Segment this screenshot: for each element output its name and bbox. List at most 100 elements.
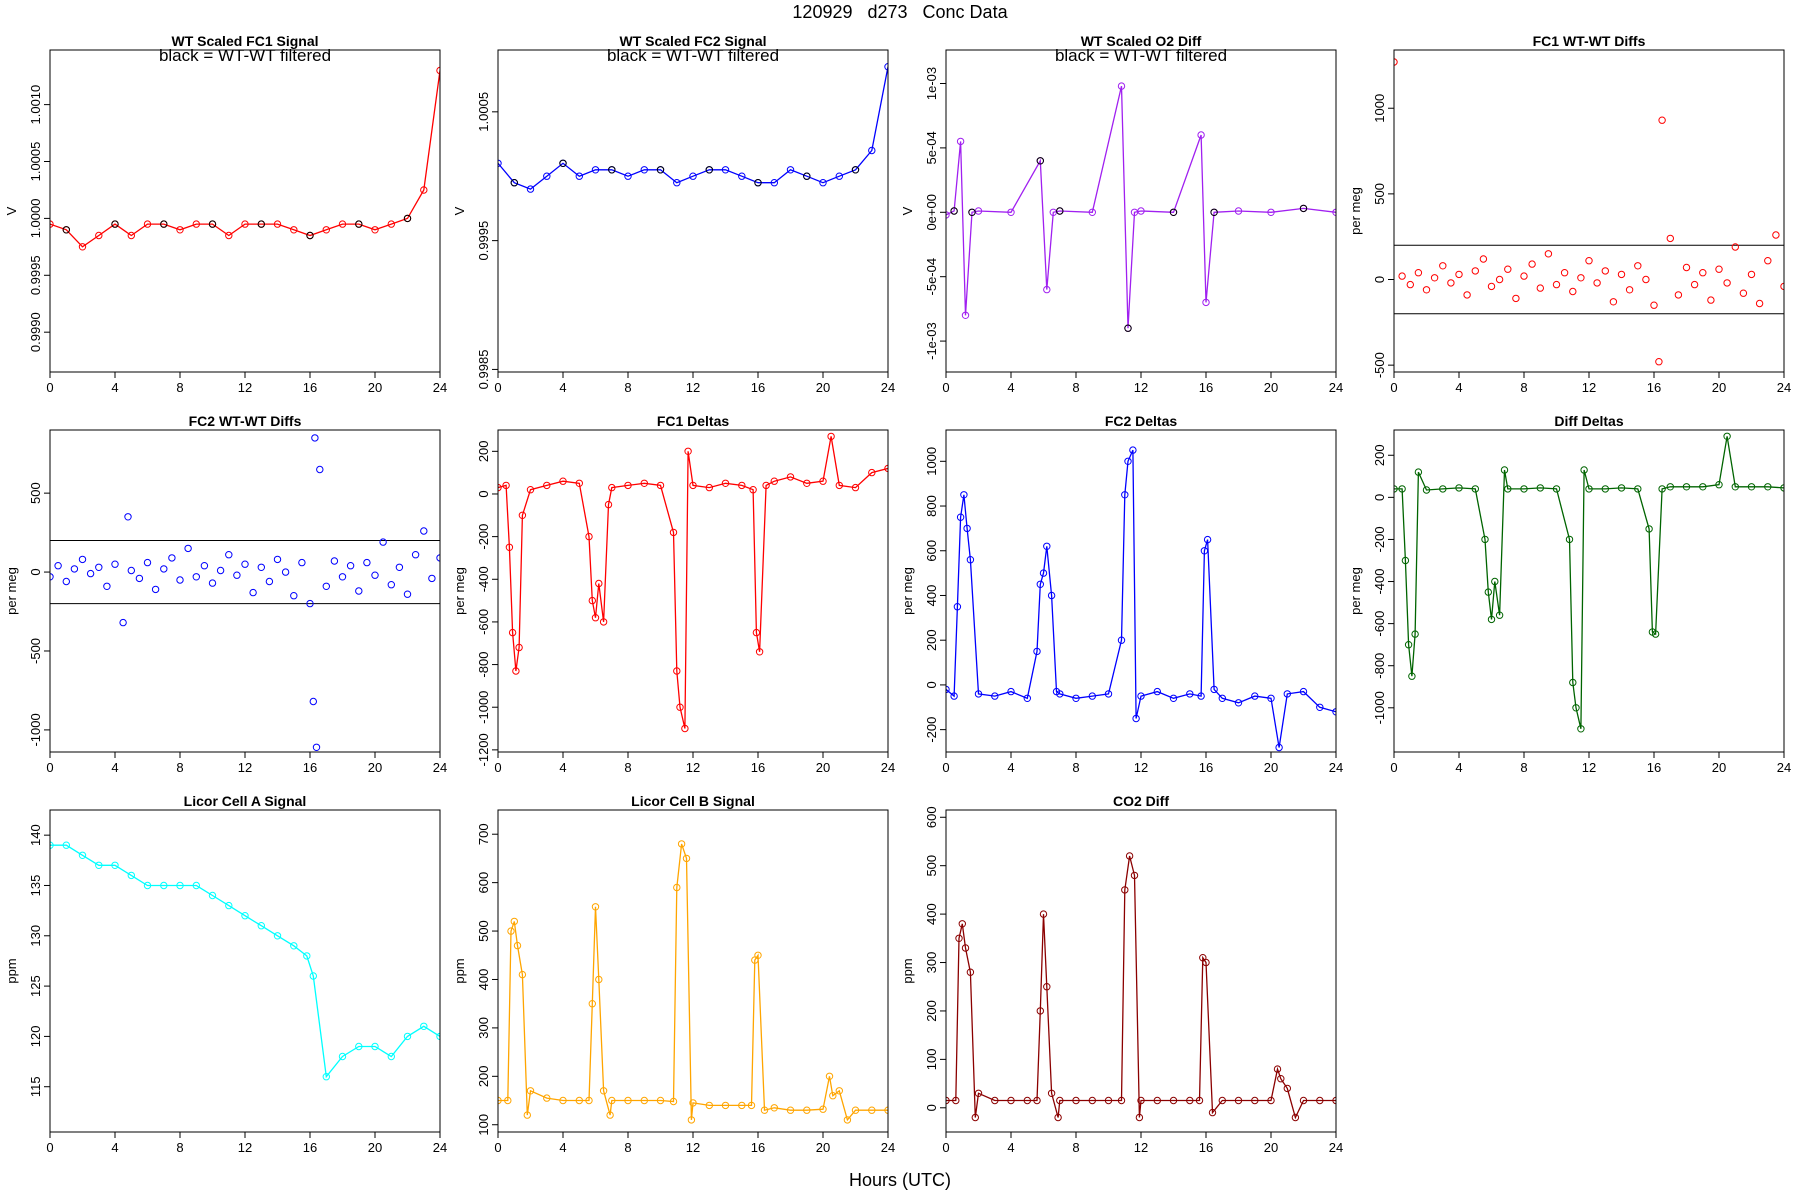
data-point [338, 573, 347, 581]
data-point [673, 883, 681, 892]
data-point [1153, 687, 1162, 696]
data-point [265, 577, 274, 586]
y-tick-label: 1e-03 [924, 67, 939, 100]
data-point [387, 1052, 395, 1061]
data-point [1414, 468, 1423, 476]
data-point [507, 927, 515, 935]
data-point [1422, 486, 1431, 494]
filtered-point [1210, 208, 1218, 217]
data-point [624, 1096, 632, 1105]
series-line [946, 449, 1336, 748]
data-point [575, 172, 583, 180]
data-point [1585, 257, 1593, 265]
data-point [249, 588, 257, 597]
data-point [559, 1096, 567, 1105]
x-tick-label: 4 [559, 760, 566, 775]
x-tick-label: 4 [111, 760, 118, 775]
x-tick-label: 0 [494, 1140, 501, 1155]
chart-title: Diff Deltas [1554, 413, 1623, 429]
data-point [1655, 358, 1663, 366]
data-point [1299, 1096, 1308, 1105]
x-tick-label: 8 [624, 380, 631, 395]
y-tick-label: 400 [924, 903, 939, 925]
filtered-point [851, 166, 860, 174]
y-tick-label: 0.9990 [28, 312, 43, 352]
data-point [786, 1106, 795, 1114]
x-tick-label: 0 [46, 380, 53, 395]
x-tick-label: 16 [751, 380, 765, 395]
data-point [1520, 485, 1528, 493]
y-tick-label: 200 [1372, 444, 1387, 466]
data-point [738, 172, 746, 180]
data-point [330, 557, 339, 565]
data-point [371, 571, 379, 579]
x-tick-label: 24 [1329, 1140, 1343, 1155]
data-point [395, 563, 404, 571]
data-point [575, 479, 583, 487]
data-point [95, 563, 103, 571]
data-point [1210, 685, 1218, 694]
filtered-point [950, 207, 958, 215]
y-tick-label: -500 [28, 638, 43, 664]
data-point [1208, 1108, 1217, 1117]
data-point [687, 1116, 696, 1124]
series-licor_a [50, 841, 440, 1081]
data-point [974, 690, 983, 698]
data-point [143, 558, 152, 567]
data-point [1088, 1096, 1097, 1105]
plot-frame [497, 809, 889, 1133]
data-point [1200, 547, 1209, 555]
data-point [721, 1101, 730, 1110]
chart-diff_deltas: Diff Deltas 0 4 8 12 16 20 24 -1000 -800 -600 -400 -… [1348, 413, 1791, 775]
data-point [127, 231, 136, 240]
data-point [86, 569, 95, 578]
x-tick-label: 16 [751, 760, 765, 775]
page-title: 120929 d273 Conc Data [792, 2, 1008, 22]
data-point [1121, 886, 1129, 894]
data-point [387, 220, 395, 228]
x-tick-label: 12 [1134, 760, 1148, 775]
data-point [950, 692, 958, 700]
data-point [176, 576, 184, 584]
x-tick-label: 24 [433, 1140, 447, 1155]
data-point [311, 434, 319, 442]
data-point [411, 551, 420, 559]
y-tick-label: 0 [1372, 276, 1387, 283]
data-point [1104, 690, 1113, 698]
x-tick-label: 16 [303, 380, 317, 395]
x-tick-label: 8 [1520, 380, 1527, 395]
data-point [513, 941, 522, 950]
data-point [1495, 611, 1504, 619]
data-point [1234, 1096, 1243, 1105]
data-point [1471, 485, 1480, 493]
data-point [70, 565, 79, 573]
x-tick-label: 0 [494, 380, 501, 395]
data-point [543, 1094, 551, 1102]
data-point [316, 465, 324, 474]
y-tick-label: 120 [28, 1026, 43, 1048]
data-point [1780, 484, 1784, 492]
y-tick-label: -5e-04 [924, 258, 939, 296]
data-point [355, 587, 363, 595]
series-o2_diff [946, 82, 1336, 332]
y-tick-label: -200 [1372, 526, 1387, 552]
y-tick-label: -500 [1372, 352, 1387, 378]
x-tick-label: 0 [942, 380, 949, 395]
y-tick-label: 200 [476, 440, 491, 462]
data-point [1332, 1096, 1336, 1105]
data-point [1088, 208, 1097, 217]
data-point [1043, 285, 1051, 294]
data-point [721, 479, 730, 487]
data-point [127, 871, 136, 880]
filtered-point [62, 226, 71, 234]
y-tick-label: 5e-04 [924, 131, 939, 164]
data-point [1715, 481, 1723, 489]
data-point [705, 1101, 713, 1110]
data-point [1504, 485, 1512, 493]
data-point [1666, 234, 1675, 243]
chart-annotation: black = WT-WT filtered [1055, 46, 1227, 65]
data-point [956, 513, 965, 521]
data-point [1585, 485, 1593, 493]
